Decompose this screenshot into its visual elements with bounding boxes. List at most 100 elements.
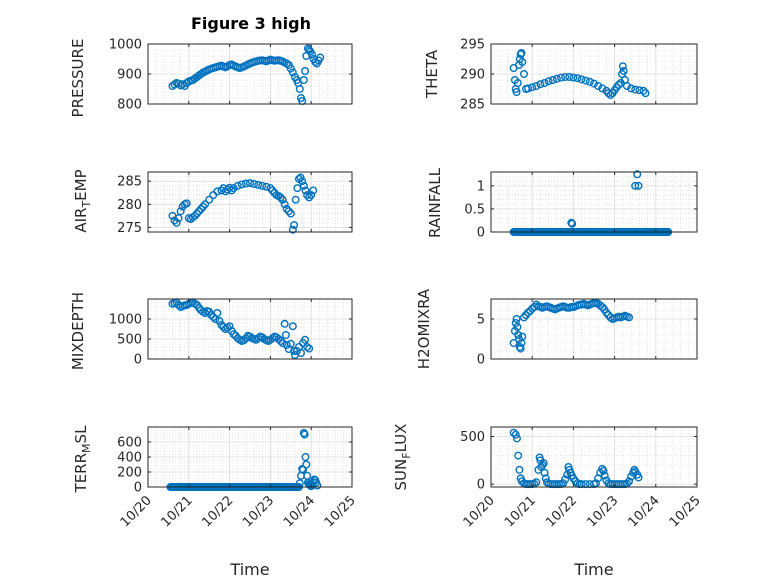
data-point bbox=[194, 207, 203, 216]
data-point bbox=[509, 428, 518, 437]
y-tick-label: 0.5 bbox=[464, 202, 485, 217]
data-point bbox=[633, 170, 642, 179]
data-point bbox=[299, 181, 308, 190]
data-point bbox=[278, 195, 287, 204]
y-tick-label: 600 bbox=[117, 436, 142, 451]
y-axis-label-subscript: M bbox=[80, 443, 93, 453]
data-point bbox=[290, 221, 299, 230]
data-point bbox=[297, 349, 306, 358]
data-point bbox=[600, 471, 609, 480]
y-axis-label-subscript: F bbox=[400, 452, 413, 458]
data-point bbox=[286, 64, 295, 73]
data-point bbox=[291, 195, 300, 204]
data-point bbox=[524, 84, 533, 93]
data-point bbox=[512, 315, 521, 324]
axes-background bbox=[491, 427, 697, 487]
data-point bbox=[625, 477, 634, 486]
data-point bbox=[182, 199, 191, 208]
data-point bbox=[618, 62, 627, 71]
y-axis-label-part: EMP bbox=[72, 169, 90, 200]
y-axis-label: RAINFALL bbox=[426, 167, 444, 238]
chart-rainfall: 0 0.5 1 RAINFALL bbox=[426, 167, 698, 241]
y-tick-label: 0 bbox=[477, 226, 485, 241]
data-point bbox=[309, 186, 318, 195]
y-tick-label: 200 bbox=[117, 466, 142, 481]
data-point bbox=[522, 311, 531, 320]
data-point bbox=[513, 323, 522, 332]
axes-background bbox=[491, 172, 697, 232]
data-point bbox=[512, 434, 521, 443]
data-point bbox=[301, 186, 310, 195]
data-point bbox=[280, 200, 289, 209]
data-point bbox=[526, 307, 535, 316]
y-tick-label: 295 bbox=[460, 38, 485, 53]
y-axis-label: SUNFLUX bbox=[392, 424, 413, 491]
y-tick-label: 0 bbox=[477, 478, 485, 493]
y-tick-label: 290 bbox=[460, 68, 485, 83]
data-point bbox=[288, 322, 297, 331]
data-point bbox=[532, 81, 541, 90]
data-point bbox=[282, 59, 291, 68]
data-point bbox=[515, 465, 524, 474]
x-axis-label: Time bbox=[229, 560, 269, 579]
chart-h2omixra: 0 5 H2OMIXRA bbox=[415, 288, 698, 369]
y-tick-label: 500 bbox=[117, 333, 142, 348]
data-point bbox=[565, 72, 574, 81]
data-point bbox=[288, 225, 297, 234]
axes-box bbox=[490, 171, 698, 233]
data-point bbox=[213, 309, 222, 318]
data-point bbox=[536, 80, 545, 89]
data-point bbox=[300, 430, 309, 439]
y-axis-label-part: TERR bbox=[72, 453, 90, 494]
data-point bbox=[286, 209, 295, 218]
data-point bbox=[612, 83, 621, 92]
data-point bbox=[596, 301, 605, 310]
y-tick-label: 0 bbox=[477, 353, 485, 368]
y-axis-label: TERRMSL bbox=[72, 425, 93, 494]
data-point bbox=[614, 80, 623, 89]
data-point bbox=[517, 49, 526, 58]
data-point bbox=[552, 74, 561, 83]
data-point bbox=[174, 214, 183, 223]
data-point bbox=[176, 207, 185, 216]
data-point bbox=[518, 332, 527, 341]
data-point bbox=[305, 344, 314, 353]
y-axis-label-part: SUN bbox=[392, 459, 410, 491]
data-point bbox=[301, 66, 310, 75]
x-tick-label: 10/23 bbox=[584, 493, 621, 530]
x-tick-label: 10/25 bbox=[667, 493, 704, 530]
x-axis-label: Time bbox=[573, 560, 613, 579]
x-tick-label: 10/22 bbox=[199, 493, 236, 530]
data-point bbox=[262, 182, 271, 191]
data-point bbox=[213, 187, 222, 196]
x-tick-label: 10/22 bbox=[543, 493, 580, 530]
data-point bbox=[635, 86, 644, 95]
data-point bbox=[634, 181, 643, 190]
data-point bbox=[581, 76, 590, 85]
data-point bbox=[284, 207, 293, 216]
data-point bbox=[634, 473, 643, 482]
data-point bbox=[197, 204, 206, 213]
x-tick-label: 10/23 bbox=[240, 493, 277, 530]
data-point bbox=[606, 90, 615, 99]
data-point bbox=[599, 466, 608, 475]
data-point bbox=[532, 300, 541, 309]
data-point bbox=[298, 177, 307, 186]
y-tick-label: 285 bbox=[460, 98, 485, 113]
data-point bbox=[641, 89, 650, 98]
data-point bbox=[215, 317, 224, 326]
axes-box bbox=[147, 298, 353, 360]
data-point bbox=[301, 335, 310, 344]
chart-mixdepth: 0 500 1000 MIXDEPTH bbox=[69, 292, 353, 370]
data-point bbox=[598, 303, 607, 312]
chart-air_temp: 275 280 285 AIRTEMP bbox=[72, 169, 353, 236]
data-point bbox=[539, 459, 548, 468]
data-point bbox=[604, 311, 613, 320]
data-point bbox=[182, 78, 191, 87]
data-point bbox=[557, 73, 566, 82]
data-point bbox=[509, 339, 518, 348]
data-point bbox=[598, 84, 607, 93]
data-point bbox=[540, 78, 549, 87]
data-point bbox=[524, 308, 533, 317]
